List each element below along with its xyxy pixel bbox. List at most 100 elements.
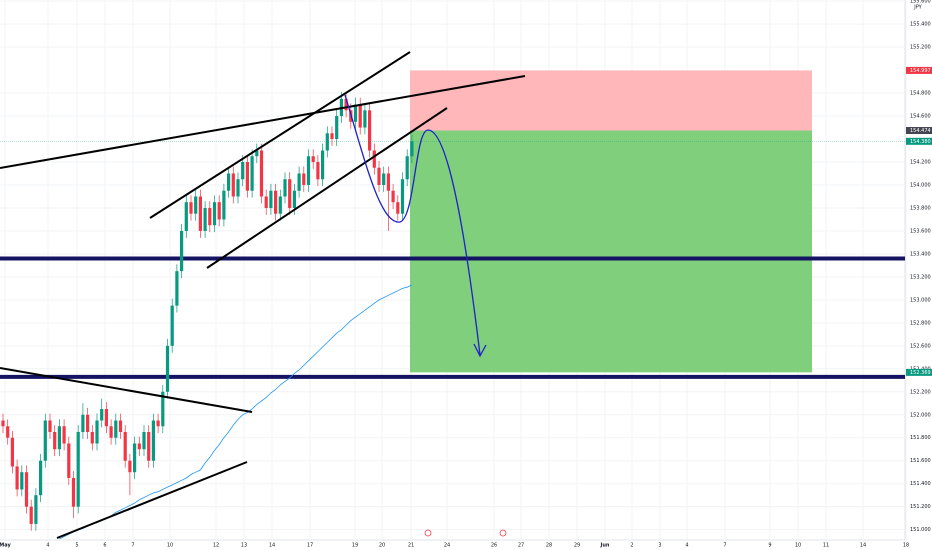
x-tick-label: 19 bbox=[352, 543, 358, 549]
currency-label: JPY bbox=[913, 5, 922, 11]
candle-body bbox=[34, 495, 38, 524]
candle-body bbox=[358, 104, 362, 128]
y-tick-label: 153.400 bbox=[910, 251, 931, 257]
candle-body bbox=[386, 173, 390, 191]
stop-zone bbox=[410, 70, 812, 131]
candle-body bbox=[311, 156, 315, 162]
candle-body bbox=[245, 162, 249, 191]
candle-body bbox=[90, 432, 94, 444]
candle-body bbox=[321, 150, 325, 180]
price-tag-label: 152.369 bbox=[910, 370, 931, 376]
candle-body bbox=[264, 196, 268, 208]
candle-body bbox=[325, 133, 329, 151]
candle-body bbox=[278, 196, 282, 214]
candle-body bbox=[104, 409, 108, 427]
y-tick-label: 152.000 bbox=[910, 412, 931, 418]
candle-body bbox=[198, 196, 202, 231]
candle-body bbox=[100, 409, 104, 421]
x-tick-label: 24 bbox=[444, 543, 450, 549]
x-tick-label: 4 bbox=[46, 543, 49, 549]
y-tick-label: 151.400 bbox=[910, 481, 931, 487]
candle-body bbox=[29, 506, 33, 524]
candle-body bbox=[306, 156, 311, 185]
candle-body bbox=[241, 162, 245, 180]
y-tick-label: 152.600 bbox=[910, 343, 931, 349]
candle-body bbox=[170, 305, 174, 346]
candle-body bbox=[302, 173, 306, 185]
candle-body bbox=[391, 190, 395, 203]
price-tag-label: 154.474 bbox=[910, 128, 931, 134]
candle-body bbox=[71, 477, 76, 507]
x-tick-label: 5 bbox=[75, 543, 78, 549]
x-tick-label: Jun bbox=[600, 543, 610, 549]
candle-body bbox=[227, 173, 231, 191]
x-tick-label: 4 bbox=[685, 543, 688, 549]
moving-average bbox=[59, 284, 413, 540]
candle-body bbox=[24, 472, 29, 507]
candle-body bbox=[6, 426, 10, 438]
candle-body bbox=[259, 150, 264, 197]
candle-body bbox=[231, 173, 235, 197]
candle-body bbox=[15, 466, 19, 490]
x-tick-label: 9 bbox=[768, 543, 771, 549]
price-tag bbox=[906, 368, 932, 376]
candle-body bbox=[288, 179, 292, 208]
candle-body bbox=[156, 420, 160, 427]
y-tick-label: 155.400 bbox=[910, 22, 931, 28]
trendline bbox=[56, 461, 248, 539]
candle-body bbox=[76, 432, 80, 507]
x-tick-label: 7 bbox=[131, 543, 134, 549]
candle-body bbox=[335, 116, 339, 140]
candle-body bbox=[43, 420, 47, 461]
candle-body bbox=[1, 420, 5, 427]
x-tick-label: 2 bbox=[630, 543, 633, 549]
candle-body bbox=[133, 443, 137, 473]
y-tick-label: 151.200 bbox=[910, 504, 931, 510]
candle-body bbox=[203, 207, 207, 231]
target-zone bbox=[410, 130, 812, 373]
y-tick-label: 155.600 bbox=[910, 0, 931, 5]
candle-body bbox=[142, 432, 146, 450]
x-tick-label: 26 bbox=[491, 543, 497, 549]
candle-body bbox=[400, 179, 405, 214]
candle-body bbox=[222, 190, 226, 220]
candle-body bbox=[123, 432, 127, 461]
candle-body bbox=[118, 420, 123, 432]
trendline bbox=[0, 75, 526, 169]
candle-body bbox=[95, 420, 99, 444]
candle-body bbox=[368, 110, 372, 151]
candle-body bbox=[269, 190, 273, 208]
candle-body bbox=[48, 420, 52, 432]
candle-body bbox=[137, 443, 141, 450]
x-tick-label: 12 bbox=[213, 543, 219, 549]
event-icon bbox=[499, 529, 507, 537]
candle-body bbox=[208, 207, 212, 226]
y-tick-label: 151.000 bbox=[910, 527, 931, 533]
candle-body bbox=[109, 426, 113, 438]
trendline bbox=[0, 367, 253, 413]
y-tick-label: 151.800 bbox=[910, 435, 931, 441]
candle-body bbox=[20, 472, 24, 490]
y-tick-label: 154.600 bbox=[910, 114, 931, 120]
candle-body bbox=[184, 202, 188, 231]
x-tick-label: 13 bbox=[241, 543, 247, 549]
candle-body bbox=[114, 420, 118, 438]
x-tick-label: 14 bbox=[860, 543, 866, 549]
trendline bbox=[206, 107, 448, 269]
x-tick-label: 29 bbox=[574, 543, 580, 549]
x-tick-label: 3 bbox=[658, 543, 661, 549]
candle-body bbox=[67, 443, 71, 478]
candle-body bbox=[62, 426, 66, 444]
candle-body bbox=[175, 271, 179, 306]
x-tick-label: May bbox=[0, 543, 11, 549]
candle-body bbox=[128, 460, 132, 473]
candle-body bbox=[283, 179, 287, 197]
candle-body bbox=[151, 420, 155, 461]
y-tick-label: 154.000 bbox=[910, 182, 931, 188]
y-tick-label: 153.200 bbox=[910, 274, 931, 280]
candle-body bbox=[217, 202, 221, 220]
candle-body bbox=[410, 141, 414, 157]
x-tick-label: 18 bbox=[903, 543, 909, 549]
candle-body bbox=[194, 196, 198, 214]
candle-body bbox=[189, 202, 193, 214]
